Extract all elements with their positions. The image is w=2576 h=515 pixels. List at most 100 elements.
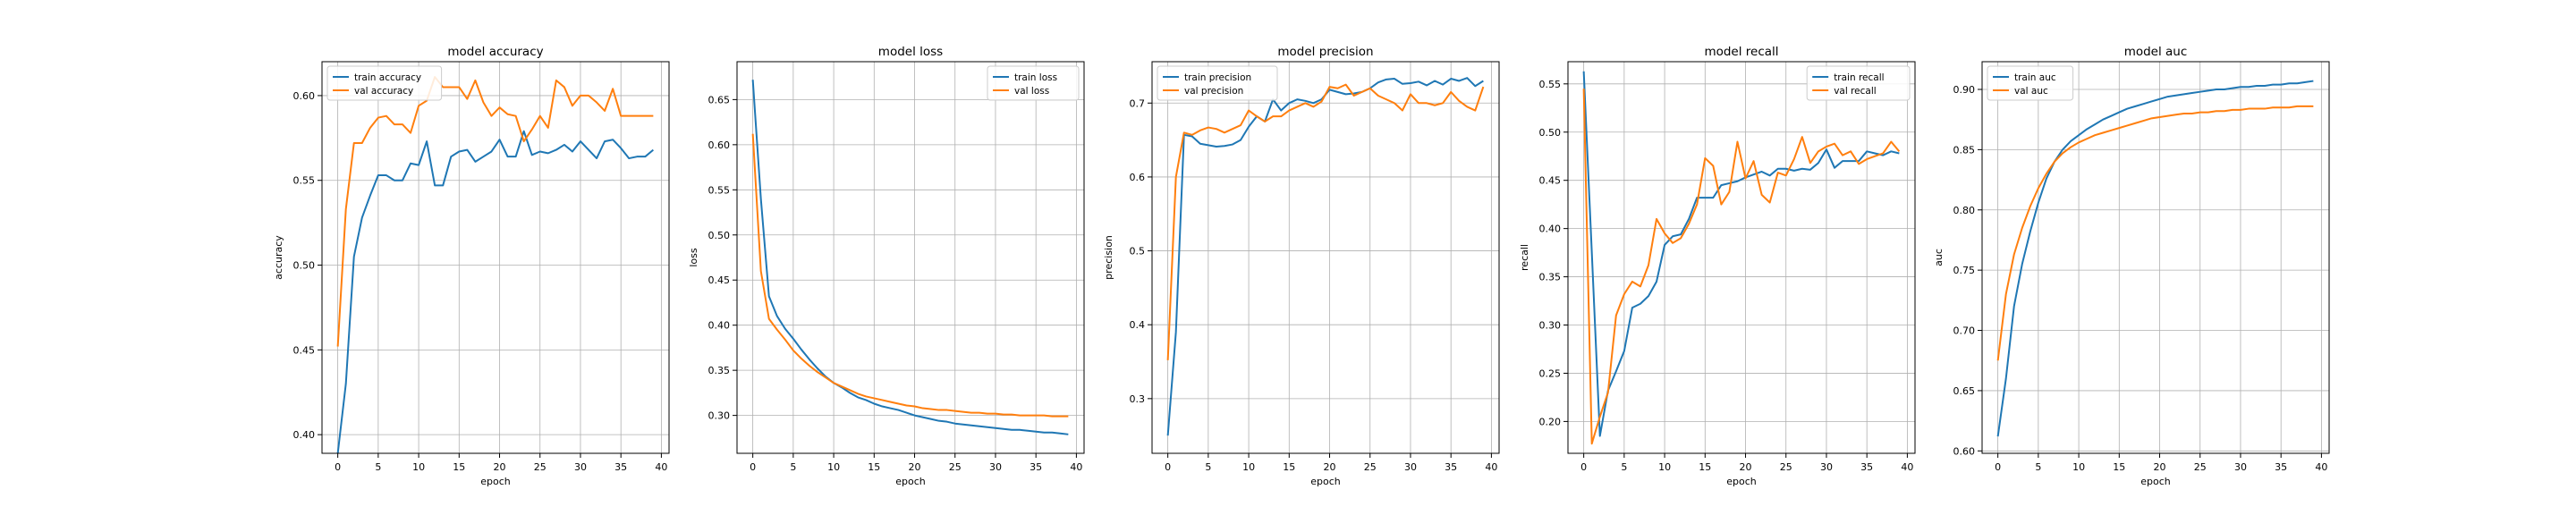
- legend-box: [326, 65, 443, 101]
- y-tick-label: 0.5: [1130, 246, 1146, 258]
- y-tick-label: 0.45: [708, 274, 731, 286]
- x-tick-label: 20: [909, 461, 921, 473]
- y-tick-label: 0.60: [293, 90, 316, 102]
- y-tick-label: 0.90: [1953, 84, 1976, 96]
- y-tick-label: 0.55: [293, 175, 316, 187]
- x-tick-label: 0: [1580, 461, 1587, 473]
- legend-label: train recall: [1834, 72, 1884, 83]
- x-tick-label: 0: [1165, 461, 1171, 473]
- x-tick-label: 30: [2234, 461, 2247, 473]
- x-tick-label: 15: [1699, 461, 1711, 473]
- x-tick-label: 30: [1404, 461, 1417, 473]
- x-tick-label: 25: [1780, 461, 1792, 473]
- chart-title: model loss: [878, 45, 943, 59]
- y-axis-label: recall: [1519, 244, 1530, 271]
- grid: [1152, 62, 1499, 453]
- series-line-train: [1996, 80, 2314, 437]
- chart-title: model precision: [1277, 45, 1373, 59]
- chart-panel-1: 0 5 10 15 20 25 30 35 40 0.40 0.45 0.50 0.55 0.60 mode…: [273, 45, 670, 487]
- legend: train accuracy val accuracy: [326, 65, 443, 101]
- y-tick-label: 0.70: [1953, 325, 1976, 337]
- x-axis-label: epoch: [895, 476, 926, 487]
- y-tick-label: 0.35: [1539, 272, 1562, 283]
- y-tick-label: 0.65: [1953, 385, 1976, 397]
- x-tick-label: 5: [790, 461, 796, 473]
- y-tick-label: 0.40: [708, 320, 731, 332]
- chart-title: model auc: [2124, 45, 2188, 59]
- x-tick-label: 10: [827, 461, 840, 473]
- x-tick-label: 20: [1740, 461, 1752, 473]
- chart-panel-2: 0 5 10 15 20 25 30 35 40 0.30 0.35 0.40 0.45 0.50 0.55…: [688, 45, 1085, 487]
- y-tick-label: 0.30: [1539, 320, 1562, 332]
- axes-frame: [1151, 61, 1500, 454]
- y-tick-label: 0.40: [293, 429, 316, 441]
- legend-label: val auc: [2014, 86, 2048, 97]
- x-tick-label: 35: [1860, 461, 1873, 473]
- y-tick-label: 0.80: [1953, 205, 1976, 216]
- legend-label: val precision: [1184, 86, 1243, 97]
- y-tick-label: 0.55: [1539, 79, 1562, 90]
- y-tick-label: 0.60: [1953, 445, 1976, 457]
- grid: [1568, 62, 1915, 453]
- chart-panel-3: 0 5 10 15 20 25 30 35 40 0.3 0.4 0.5 0.6 0.7 model pre…: [1103, 45, 1500, 487]
- x-tick-label: 10: [412, 461, 425, 473]
- grid: [737, 62, 1084, 453]
- y-tick-label: 0.20: [1539, 416, 1562, 427]
- y-axis-label: accuracy: [273, 235, 284, 280]
- x-tick-label: 35: [1445, 461, 1457, 473]
- series-line-val: [1996, 105, 2314, 361]
- axes-frame: [1567, 61, 1916, 454]
- y-tick-label: 0.85: [1953, 144, 1976, 156]
- x-tick-label: 40: [2315, 461, 2327, 473]
- y-tick-label: 0.6: [1130, 172, 1146, 183]
- series-line-train: [1166, 77, 1484, 436]
- x-axis-label: epoch: [2140, 476, 2171, 487]
- y-tick-label: 0.25: [1539, 367, 1562, 379]
- x-tick-label: 5: [2035, 461, 2041, 473]
- x-axis-label: epoch: [480, 476, 511, 487]
- grid: [1982, 62, 2329, 453]
- x-tick-label: 35: [614, 461, 627, 473]
- y-tick-label: 0.75: [1953, 265, 1976, 276]
- y-axis-label: precision: [1103, 235, 1114, 280]
- x-tick-label: 20: [494, 461, 506, 473]
- x-tick-label: 40: [1485, 461, 1497, 473]
- legend-box: [987, 65, 1080, 101]
- x-tick-label: 35: [1030, 461, 1042, 473]
- legend: train precision val precision: [1157, 65, 1278, 101]
- x-tick-label: 5: [1205, 461, 1211, 473]
- x-tick-label: 20: [1324, 461, 1336, 473]
- axes-frame: [1981, 61, 2330, 454]
- axes-frame: [736, 61, 1085, 454]
- axes-frame: [321, 61, 670, 454]
- legend-label: val loss: [1014, 86, 1049, 97]
- x-tick-label: 0: [1995, 461, 2001, 473]
- chart-panel-5: 0 5 10 15 20 25 30 35 40 0.60 0.65 0.70 0.75 0.80 0.85…: [1933, 45, 2330, 487]
- x-tick-label: 15: [868, 461, 880, 473]
- chart-title: model recall: [1704, 45, 1778, 59]
- x-tick-label: 30: [989, 461, 1002, 473]
- x-tick-label: 40: [1901, 461, 1913, 473]
- x-tick-label: 0: [335, 461, 341, 473]
- y-tick-label: 0.50: [708, 230, 731, 241]
- legend-label: train precision: [1184, 72, 1251, 83]
- series-line-train: [1582, 71, 1900, 437]
- series-line-val: [1166, 83, 1485, 360]
- y-tick-label: 0.40: [1539, 224, 1562, 235]
- y-tick-label: 0.50: [293, 260, 316, 272]
- legend-label: val recall: [1834, 86, 1877, 97]
- x-tick-label: 35: [2275, 461, 2287, 473]
- grid: [322, 62, 669, 453]
- legend-box: [1157, 65, 1278, 101]
- x-tick-label: 15: [1283, 461, 1295, 473]
- series-line-val: [336, 76, 654, 347]
- x-tick-label: 5: [1621, 461, 1627, 473]
- x-tick-label: 25: [534, 461, 547, 473]
- x-tick-label: 10: [1658, 461, 1671, 473]
- x-tick-label: 15: [453, 461, 465, 473]
- y-tick-label: 0.45: [1539, 175, 1562, 187]
- x-tick-label: 5: [375, 461, 381, 473]
- legend-label: train accuracy: [354, 72, 421, 83]
- x-tick-label: 30: [1820, 461, 1833, 473]
